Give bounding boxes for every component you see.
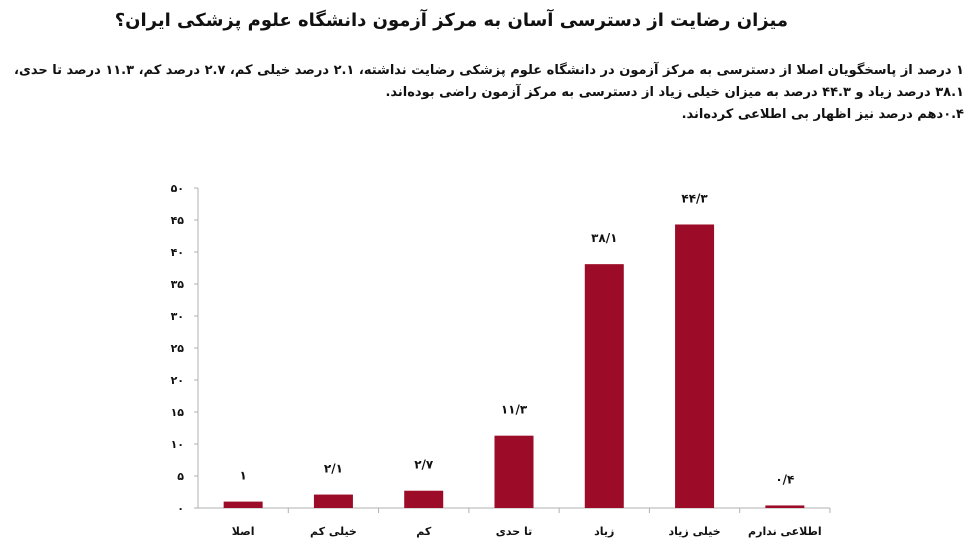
- x-tick-label: خیلی کم: [310, 525, 357, 538]
- chart-title: میزان رضایت از دسترسی آسان به مرکز آزمون…: [114, 10, 788, 31]
- bar: [494, 435, 534, 508]
- data-label: ۰/۴: [775, 472, 794, 486]
- x-tick-label: تا حدی: [496, 525, 532, 538]
- y-tick-label: ۲۰: [171, 374, 184, 387]
- bar: [584, 264, 624, 508]
- x-tick-label: اطلاعی ندارم: [748, 525, 822, 538]
- y-tick-label: ۰: [177, 502, 184, 515]
- data-label: ۲/۷: [414, 458, 434, 472]
- x-tick-label: کم: [416, 525, 432, 538]
- bar: [313, 494, 353, 508]
- y-tick-label: ۳۵: [171, 278, 185, 291]
- bar: [765, 505, 805, 508]
- y-tick-label: ۴۰: [171, 246, 184, 259]
- bar: [404, 490, 444, 508]
- y-tick-label: ۵۰: [171, 182, 184, 195]
- x-tick-label: خیلی زیاد: [669, 525, 721, 538]
- bar: [223, 501, 263, 508]
- y-tick-label: ۱۰: [171, 438, 184, 451]
- y-tick-label: ۵: [177, 470, 184, 483]
- chart-description: ۱ درصد از پاسخگویان اصلا از دسترسی به مر…: [14, 60, 964, 126]
- bar: [675, 224, 715, 509]
- y-tick-label: ۳۰: [171, 310, 184, 323]
- x-tick-label: زیاد: [594, 525, 614, 538]
- data-label: ۲/۱: [324, 462, 343, 476]
- data-label: ۱: [239, 469, 246, 483]
- y-tick-label: ۴۵: [171, 214, 185, 227]
- y-tick-label: ۲۵: [171, 342, 185, 355]
- description-line-2: ۰.۴دهم درصد نیز اظهار بی اطلاعی کرده‌اند…: [681, 107, 964, 122]
- y-tick-label: ۱۵: [171, 406, 185, 419]
- data-label: ۴۴/۳: [681, 191, 708, 205]
- data-label: ۳۸/۱: [591, 231, 617, 245]
- description-line-1: ۱ درصد از پاسخگویان اصلا از دسترسی به مر…: [14, 63, 964, 100]
- data-label: ۱۱/۳: [501, 403, 528, 417]
- x-tick-label: اصلا: [232, 525, 255, 538]
